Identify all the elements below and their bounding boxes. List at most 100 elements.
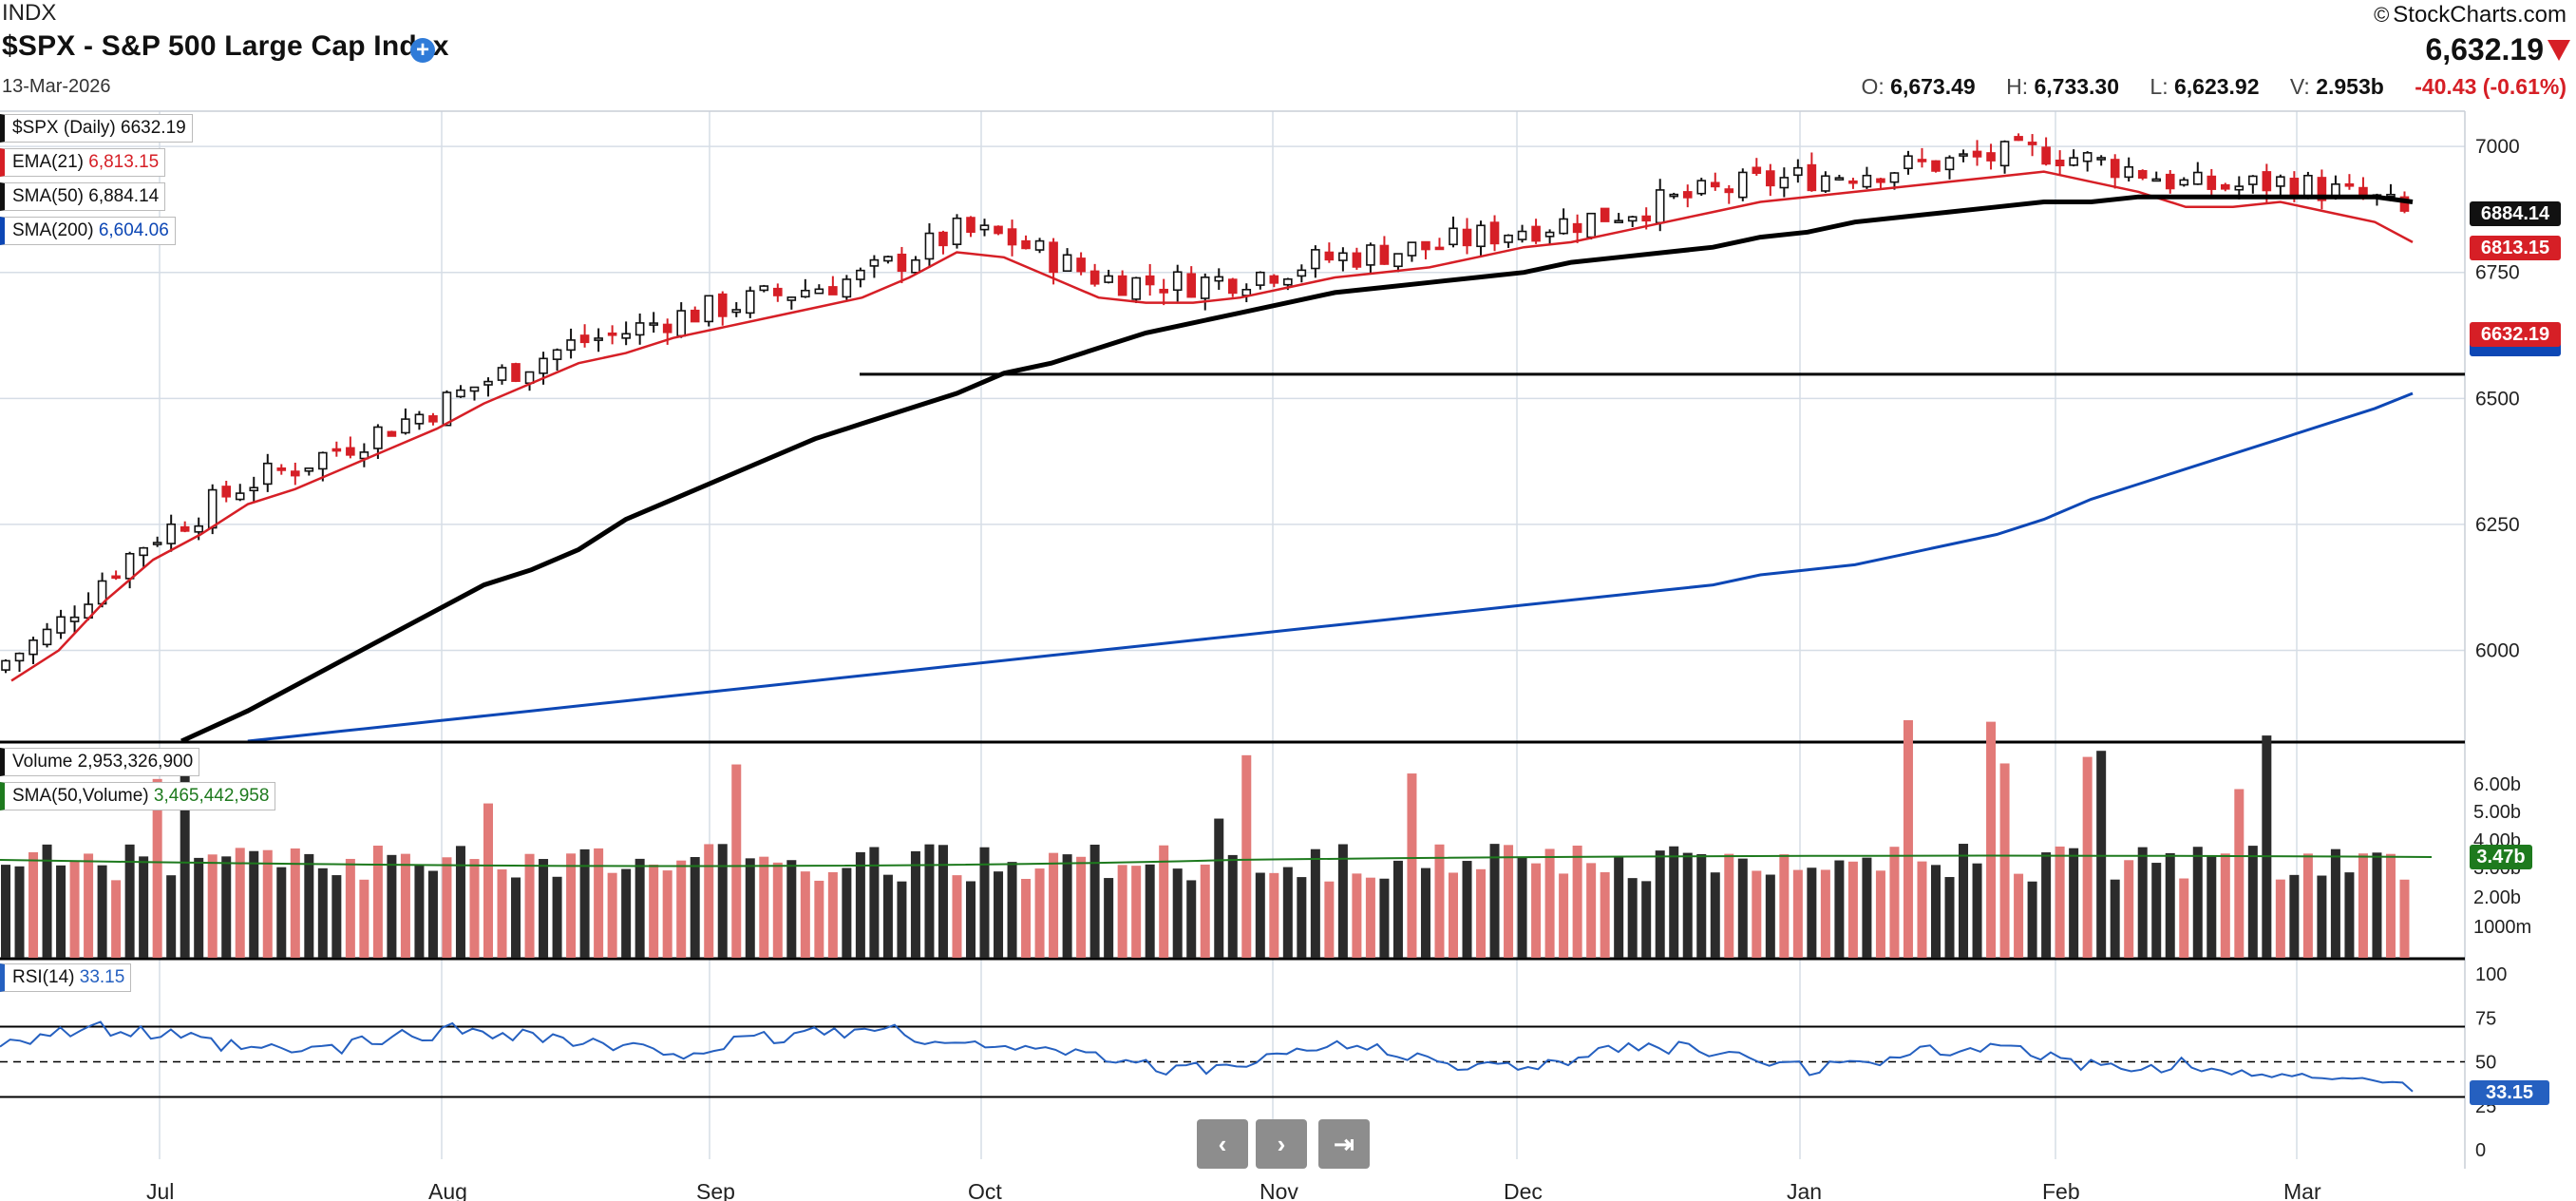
candle-body [497,367,507,381]
volume-bar [1917,861,1927,958]
candle-body [1517,230,1527,240]
y-tick-label: 6750 [2475,262,2520,284]
x-tick-label: Mar [2283,1179,2321,1201]
legend-label: EMA(21) [12,152,89,172]
scroll-right-button[interactable]: › [1256,1119,1307,1169]
volume-bar [2275,879,2285,958]
volume-bar [1352,873,1362,958]
volume-bar [235,848,245,958]
volume-bar [2027,881,2037,958]
candle-body [979,224,990,231]
candle-body [1214,276,1224,282]
candle-body [1297,269,1307,277]
legend-label: RSI(14) [12,967,80,987]
volume-bar [1159,845,1169,958]
candle-body [1049,241,1058,274]
volume-bar [1104,878,1114,958]
candle-body [1779,177,1790,189]
volume-bar [1875,870,1885,958]
volume-bar [511,877,521,958]
candle-body [1627,216,1638,222]
x-tick-label: Oct [968,1179,1002,1201]
x-tick-label: Nov [1260,1179,1298,1201]
candle-body [1104,275,1113,283]
candle-body [1366,244,1375,266]
candle-body [235,492,245,501]
volume-bar [2096,751,2107,958]
candle-body [2192,171,2203,185]
candle-body [1145,275,1155,286]
volume-bar [290,848,300,958]
volume-bar [2124,860,2134,958]
candle-body [346,447,355,456]
volume-bar [539,859,549,958]
volume-bar [745,858,755,958]
candle-body [1393,253,1403,268]
scroll-left-button[interactable]: ‹ [1197,1119,1248,1169]
candle-body [1462,228,1472,247]
legend-value: 6,884.14 [88,186,160,206]
volume-bar [84,853,94,958]
candle-body [1,659,10,671]
volume-tick-label: 6.00b [2473,774,2521,795]
candle-body [194,524,203,533]
volume-bar [194,857,204,958]
candle-body [1752,166,1762,175]
candle-body [2041,146,2051,165]
candle-body [180,525,190,532]
candle-body [856,269,865,280]
volume-bar [1489,844,1500,958]
x-tick-label: Sep [696,1179,735,1201]
volume-bar [649,864,659,958]
candle-body [1655,189,1665,224]
candle-body [1338,252,1348,261]
rsi-legend-item: RSI(14) 33.15 [0,963,132,992]
volume-bar [276,867,287,958]
candle-body [635,322,645,336]
volume-bar [1365,877,1375,958]
candle-body [690,309,700,323]
volume-bar [1269,872,1279,958]
candle-body [552,349,562,360]
volume-legend-item: SMA(50,Volume) 3,465,442,958 [0,782,276,810]
volume-bar [2069,848,2079,958]
candle-body [594,337,603,341]
volume-bar [772,862,783,958]
candle-body [166,523,176,544]
candle-body [1600,207,1610,222]
volume-bar [372,845,383,958]
volume-bar [207,854,218,958]
plus-icon[interactable]: + [410,38,435,63]
rsi-tick-label: 50 [2475,1053,2496,1074]
candle-body [428,415,438,423]
candle-body [2303,174,2313,199]
volume-bar [414,864,425,958]
scroll-end-button[interactable]: ⇥ [1318,1119,1370,1169]
volume-bar [1241,754,1252,958]
candle-body [539,357,548,374]
low-value: 6,623.92 [2173,74,2260,99]
volume-bar [2014,873,2024,958]
volume-bar [1062,854,1072,958]
candle-body [42,628,52,646]
volume-bar [869,847,880,958]
brand-logo[interactable]: © StockCharts.com [2374,2,2567,29]
volume-bar [1449,872,1458,958]
candle-body [869,258,880,267]
candle-body [2276,176,2285,187]
volume-bar [331,875,342,958]
x-tick-label: Jan [1787,1179,1822,1201]
volume-bar [1559,873,1569,958]
candle-body [69,616,80,622]
volume-bar [2041,852,2052,958]
volume-bar [2165,852,2175,958]
volume-bar [180,775,190,958]
candle-body [1834,177,1845,181]
candle-body [621,333,631,339]
volume-bar [800,871,810,958]
last-price: 6,632.19 [2425,32,2544,67]
volume-bar [2110,879,2120,958]
candle-body [414,413,425,425]
volume-bar [1337,844,1348,958]
